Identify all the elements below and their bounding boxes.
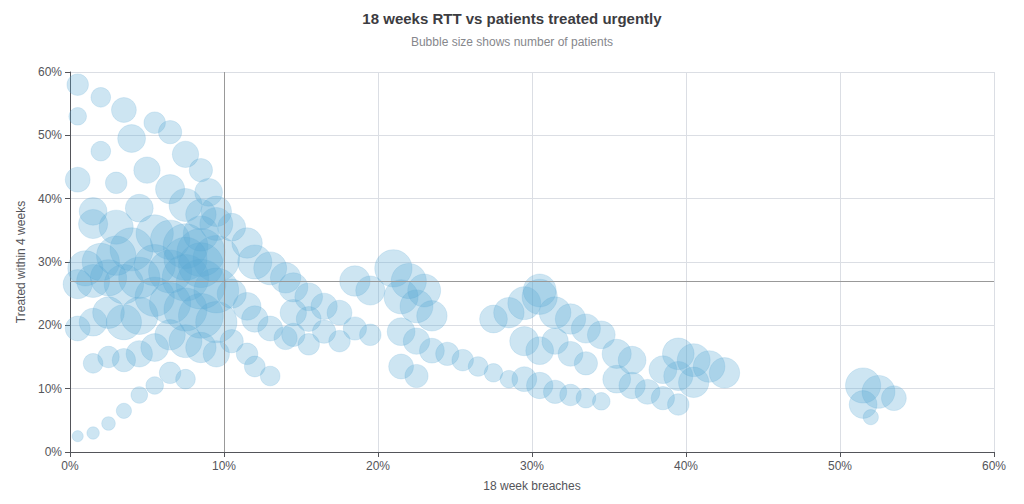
svg-text:18 weeks RTT vs patients treat: 18 weeks RTT vs patients treated urgentl…	[362, 10, 662, 27]
svg-text:50%: 50%	[38, 128, 62, 142]
svg-text:18 week breaches: 18 week breaches	[483, 479, 580, 493]
svg-text:20%: 20%	[366, 459, 390, 473]
svg-text:30%: 30%	[38, 255, 62, 269]
svg-text:0%: 0%	[45, 445, 63, 459]
svg-text:0%: 0%	[61, 459, 79, 473]
svg-text:40%: 40%	[38, 192, 62, 206]
svg-text:Treated within 4 weeks: Treated within 4 weeks	[14, 201, 28, 323]
svg-text:30%: 30%	[520, 459, 544, 473]
svg-text:60%: 60%	[982, 459, 1006, 473]
svg-text:20%: 20%	[38, 318, 62, 332]
svg-text:Bubble size shows number of pa: Bubble size shows number of patients	[411, 35, 613, 49]
svg-text:50%: 50%	[828, 459, 852, 473]
svg-text:10%: 10%	[38, 382, 62, 396]
svg-text:40%: 40%	[674, 459, 698, 473]
svg-text:60%: 60%	[38, 65, 62, 79]
svg-text:10%: 10%	[212, 459, 236, 473]
